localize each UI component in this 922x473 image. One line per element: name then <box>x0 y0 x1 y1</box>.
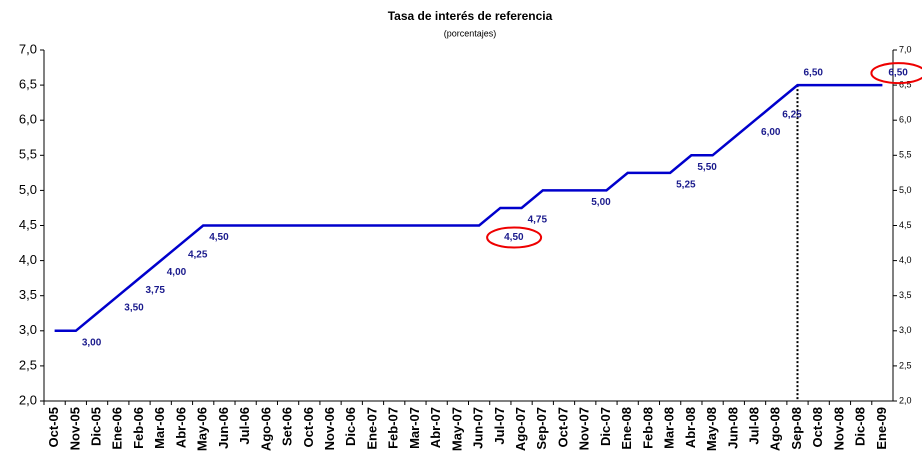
x-tick-label: Ago-06 <box>258 407 273 451</box>
y-tick-label: 2,0 <box>19 392 37 407</box>
data-label: 4,00 <box>167 267 187 278</box>
x-tick-label: Feb-07 <box>386 407 401 449</box>
y2-tick-label: 3,5 <box>899 290 912 300</box>
data-label: 5,00 <box>591 197 611 208</box>
y2-tick-label: 3,0 <box>899 325 912 335</box>
x-tick-label: Jul-06 <box>237 407 252 445</box>
data-label: 3,00 <box>82 337 102 348</box>
data-label: 4,25 <box>188 250 208 261</box>
x-tick-label: Mar-07 <box>407 407 422 449</box>
y-tick-label: 2,5 <box>19 357 37 372</box>
x-tick-label: Dic-07 <box>598 407 613 446</box>
y-tick-label: 5,0 <box>19 182 37 197</box>
y2-tick-label: 4,0 <box>899 255 912 265</box>
x-tick-label: May-06 <box>195 407 210 451</box>
x-tick-label: Abr-06 <box>173 407 188 448</box>
x-tick-label: Jun-07 <box>471 407 486 449</box>
x-tick-label: Mar-06 <box>152 407 167 449</box>
x-tick-label: Oct-07 <box>555 407 570 447</box>
x-tick-label: Oct-05 <box>46 407 61 447</box>
x-tick-label: Nov-06 <box>322 407 337 450</box>
x-tick-label: Oct-06 <box>301 407 316 447</box>
y-tick-label: 4,5 <box>19 217 37 232</box>
y2-tick-label: 6,5 <box>899 79 912 89</box>
y2-tick-label: 2,5 <box>899 360 912 370</box>
y2-tick-label: 6,0 <box>899 115 912 125</box>
y-tick-label: 6,0 <box>19 112 37 127</box>
highlight-circle <box>870 62 922 85</box>
y-tick-label: 5,5 <box>19 147 37 162</box>
x-tick-label: Nov-07 <box>577 407 592 450</box>
chart-title: Tasa de interés de referencia <box>388 9 553 23</box>
data-label: 3,75 <box>146 285 166 296</box>
y-tick-label: 3,5 <box>19 287 37 302</box>
x-tick-label: Sep-07 <box>534 407 549 450</box>
data-label: 6,00 <box>761 127 781 138</box>
x-tick-label: Jun-06 <box>216 407 231 449</box>
data-label: 6,50 <box>888 68 908 79</box>
x-tick-label: Ene-06 <box>110 407 125 450</box>
chart-subtitle: (porcentajes) <box>444 28 497 38</box>
data-label: 4,75 <box>528 215 548 226</box>
x-tick-label: Ene-08 <box>619 407 634 450</box>
data-label: 3,50 <box>124 302 144 313</box>
x-tick-label: Nov-05 <box>67 407 82 450</box>
x-tick-label: Oct-08 <box>810 407 825 447</box>
x-tick-label: Ago-08 <box>768 407 783 451</box>
x-tick-label: Abr-07 <box>428 407 443 448</box>
y-tick-label: 4,0 <box>19 252 37 267</box>
y2-tick-label: 5,0 <box>899 185 912 195</box>
x-tick-label: Ago-07 <box>513 407 528 451</box>
x-tick-label: Dic-08 <box>853 407 868 446</box>
x-tick-label: Ene-07 <box>364 407 379 450</box>
data-label: 4,50 <box>209 232 229 243</box>
x-tick-label: Abr-08 <box>683 407 698 448</box>
highlight-circle <box>486 226 543 249</box>
x-tick-label: Jun-08 <box>725 407 740 449</box>
data-label: 5,50 <box>697 162 717 173</box>
data-label: 6,50 <box>803 68 823 79</box>
series-line <box>54 83 883 333</box>
x-tick-label: Dic-05 <box>89 407 104 446</box>
data-label: 5,25 <box>676 179 696 190</box>
x-tick-label: Set-06 <box>280 407 295 446</box>
x-tick-label: Jul-07 <box>492 407 507 445</box>
y-tick-label: 7,0 <box>19 41 37 56</box>
y2-tick-label: 4,5 <box>899 220 912 230</box>
y2-tick-label: 2,0 <box>899 395 912 405</box>
y-tick-label: 3,0 <box>19 322 37 337</box>
x-tick-label: Feb-06 <box>131 407 146 449</box>
y2-tick-label: 5,5 <box>899 150 912 160</box>
x-tick-label: Sep-08 <box>789 407 804 450</box>
x-tick-label: Dic-06 <box>343 407 358 446</box>
x-tick-label: Jul-08 <box>746 407 761 445</box>
x-tick-label: May-07 <box>449 407 464 451</box>
x-tick-label: May-08 <box>704 407 719 451</box>
data-label: 6,25 <box>782 109 802 120</box>
data-label: 4,50 <box>504 232 524 243</box>
x-tick-label: Mar-08 <box>662 407 677 449</box>
x-tick-label: Nov-08 <box>831 407 846 450</box>
x-tick-label: Feb-08 <box>640 407 655 449</box>
y2-tick-label: 7,0 <box>899 44 912 54</box>
x-tick-label: Ene-09 <box>874 407 889 450</box>
y-tick-label: 6,5 <box>19 77 37 92</box>
